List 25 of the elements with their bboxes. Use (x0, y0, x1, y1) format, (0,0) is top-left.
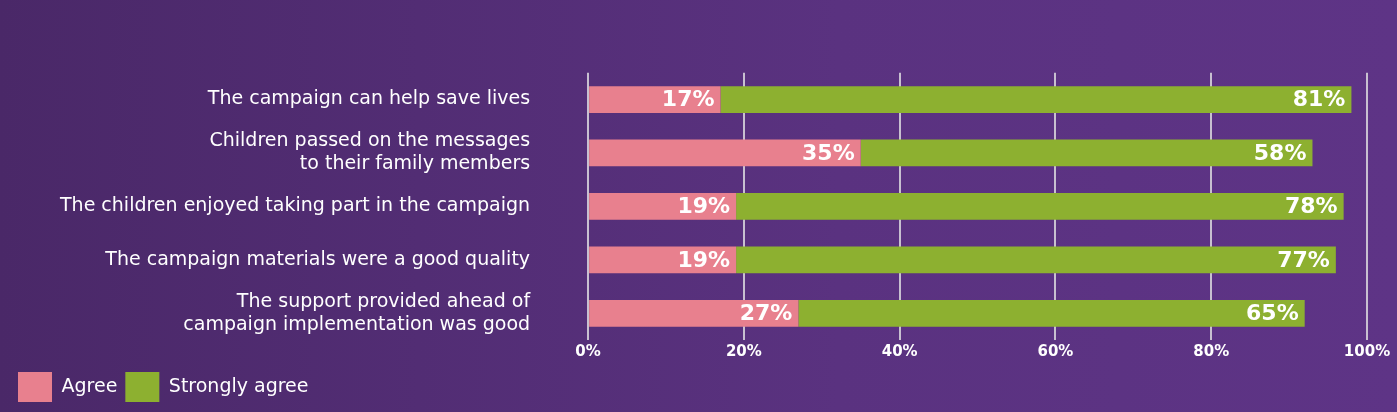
x-tick-label: 60% (1037, 341, 1074, 360)
category-label: Children passed on the messages (209, 128, 531, 151)
data-label: 77% (1277, 246, 1330, 272)
y-tick-label: The campaign materials were a good quality (104, 246, 531, 269)
category-label: The support provided ahead of (236, 288, 531, 311)
x-tick-label: 80% (1193, 341, 1230, 360)
data-label: 17% (661, 86, 715, 112)
category-label: to their family members (299, 151, 531, 174)
data-label: 35% (802, 139, 855, 165)
x-tick-label: 0% (575, 341, 601, 360)
x-tick-label: 40% (881, 341, 918, 360)
data-label: 19% (677, 246, 731, 272)
y-tick-label: The children enjoyed taking part in the campaign (58, 193, 531, 216)
data-label: 19% (677, 193, 731, 219)
category-label: campaign implementation was good (183, 311, 531, 334)
x-tick-label: 20% (725, 341, 762, 360)
data-label: 58% (1253, 139, 1307, 165)
data-label: 81% (1292, 86, 1346, 112)
data-label: 78% (1284, 193, 1338, 219)
data-label: 65% (1246, 300, 1299, 325)
legend-label: Strongly agree (168, 373, 309, 396)
data-label: 27% (739, 300, 793, 325)
x-tick-label: 100% (1343, 341, 1391, 360)
legend-label: Agree (61, 373, 118, 396)
y-tick-label: The campaign can help save lives (206, 86, 531, 109)
